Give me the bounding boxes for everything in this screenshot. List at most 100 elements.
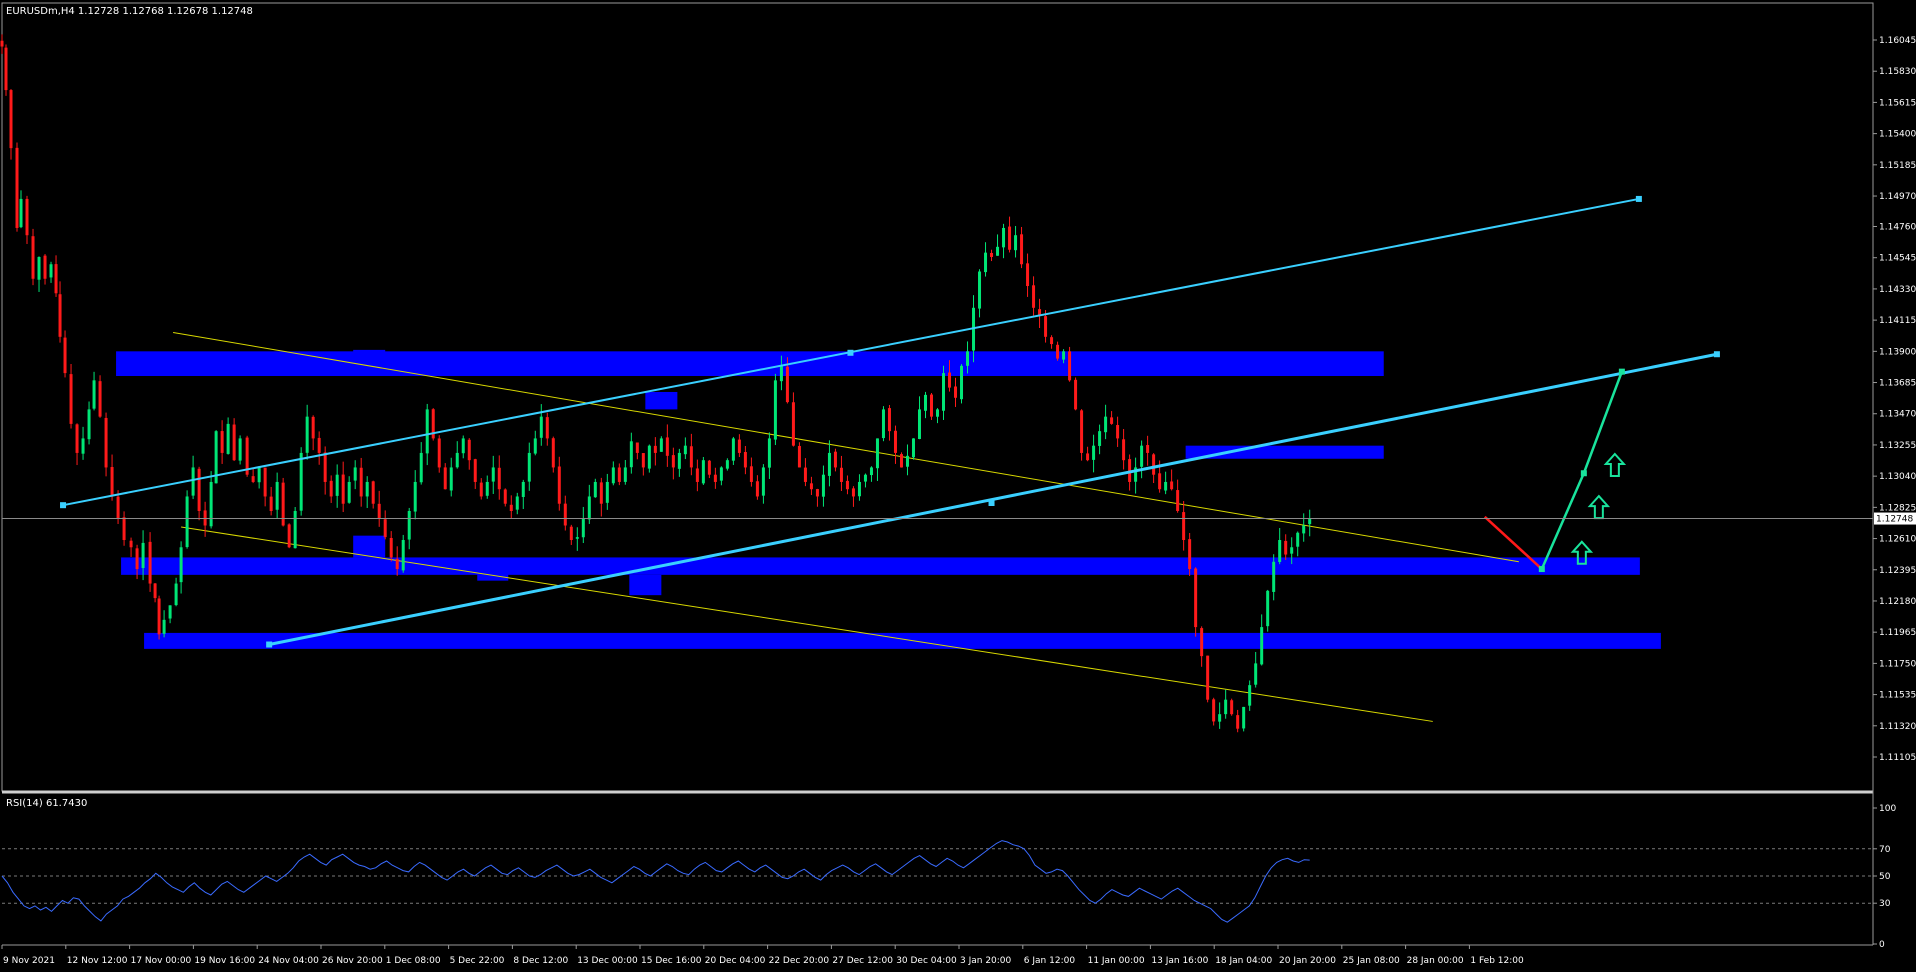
price-axis-ticks: 1.16045 1.15830 1.15615 1.15400 1.15185 1.149… (1873, 36, 1916, 763)
candle-body (954, 386, 958, 398)
candle-body (671, 455, 675, 468)
channel-lines[interactable] (60, 195, 1720, 648)
candle-body (737, 439, 741, 453)
candle-body (263, 467, 267, 497)
candle-body (833, 451, 837, 468)
price-tick-label: 1.12610 (1879, 535, 1916, 545)
candle-body (43, 255, 47, 279)
rsi-tick-label: 0 (1879, 940, 1885, 950)
candle-body (293, 510, 297, 549)
candle-body (809, 483, 813, 490)
candle-body (87, 409, 91, 440)
rsi-line (1, 840, 1310, 923)
candle-body (129, 540, 133, 548)
candle-body (485, 481, 489, 496)
candle-body (701, 460, 705, 484)
candle-body (162, 619, 166, 634)
candle-body (1212, 699, 1216, 722)
forecast-node (1618, 368, 1625, 375)
price-tick-label: 1.11750 (1879, 659, 1916, 669)
candle-body (1044, 316, 1048, 337)
candle-body (197, 468, 201, 511)
candle-body (923, 394, 927, 411)
candle-body (1200, 628, 1204, 657)
candle-body (1020, 234, 1024, 265)
candle-body (911, 438, 915, 458)
candle-body (1062, 351, 1066, 360)
rsi-axis-ticks: 100 70 50 30 0 (1873, 804, 1896, 950)
candle-body (275, 481, 279, 510)
time-axis-ticks: 9 Nov 2021 12 Nov 12:00 17 Nov 00:00 19 Nov… (1, 945, 1524, 966)
candle-body (1104, 416, 1108, 433)
candle-body (1038, 309, 1042, 316)
price-tick-label: 1.13470 (1879, 410, 1916, 420)
forecast-path[interactable] (1483, 368, 1625, 573)
time-tick-label: 13 Jan 16:00 (1151, 956, 1208, 966)
candle-body (557, 466, 561, 504)
candle-body (569, 526, 573, 541)
candle-body (803, 467, 807, 482)
channel-anchor (1635, 195, 1642, 202)
candle-body (695, 468, 699, 482)
candle-body (1026, 263, 1030, 287)
candle-body (1002, 227, 1006, 248)
candle-body (335, 474, 339, 496)
candle-body (1266, 590, 1270, 627)
candle-body (245, 437, 249, 475)
candle-body (431, 409, 435, 439)
time-tick-label: 15 Dec 16:00 (641, 956, 702, 966)
candle-body (1074, 379, 1078, 410)
candle-body (1206, 655, 1210, 700)
candle-body (641, 453, 645, 468)
trend-line (173, 331, 1519, 563)
time-tick-label: 11 Jan 00:00 (1088, 956, 1145, 966)
candle-body (966, 351, 970, 366)
channel-anchor (60, 502, 67, 509)
candle-body (948, 372, 952, 388)
candle-body (148, 541, 152, 584)
zone-rect (353, 349, 386, 361)
candle-body (960, 365, 964, 400)
candle-body (1140, 445, 1144, 467)
candle-body (135, 548, 139, 570)
rsi-tick-label: 50 (1879, 872, 1891, 882)
zone-rect (121, 557, 1640, 575)
rsi-tick-label: 70 (1879, 845, 1891, 855)
candle-body (623, 467, 627, 482)
candle-body (371, 481, 375, 504)
candle-body (122, 517, 126, 541)
candle-body (467, 439, 471, 461)
candle-body (461, 438, 465, 454)
time-tick-label: 26 Nov 20:00 (322, 956, 383, 966)
candle-body (1278, 540, 1282, 562)
candle-body (905, 455, 909, 467)
channel-line (268, 352, 1718, 646)
candle-body (996, 246, 1000, 256)
time-tick-label: 1 Dec 08:00 (386, 956, 441, 966)
time-tick-label: 3 Jan 20:00 (960, 956, 1012, 966)
candle-body (743, 452, 747, 468)
candle-body (659, 438, 663, 452)
candle-body (299, 452, 303, 511)
candle-body (551, 438, 555, 468)
candle-body (69, 374, 73, 424)
candle-body (1116, 424, 1120, 439)
candle-body (269, 496, 273, 511)
candle-body (761, 467, 765, 496)
time-tick-label: 12 Nov 12:00 (67, 956, 128, 966)
candle-body (377, 503, 381, 519)
candle-body (220, 431, 224, 453)
price-tick-label: 1.15830 (1879, 67, 1916, 77)
price-tick-label: 1.13255 (1879, 441, 1916, 451)
candle-body (281, 482, 285, 526)
candle-body (503, 489, 507, 504)
candle-body (1260, 627, 1264, 665)
time-tick-label: 19 Nov 16:00 (194, 956, 255, 966)
time-tick-label: 6 Jan 12:00 (1024, 956, 1076, 966)
price-tick-label: 1.15615 (1879, 98, 1916, 108)
candle-body (49, 264, 53, 278)
candle-body (1158, 473, 1162, 490)
candle-body (232, 424, 236, 461)
candle-body (1080, 410, 1084, 453)
